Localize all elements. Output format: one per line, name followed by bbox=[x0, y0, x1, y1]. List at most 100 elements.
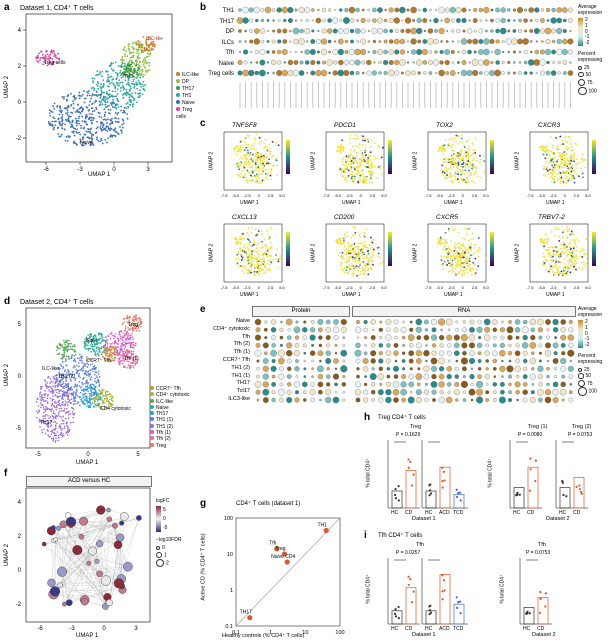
dot bbox=[406, 40, 410, 43]
dot bbox=[360, 38, 367, 45]
cell-point bbox=[67, 356, 70, 359]
dot bbox=[242, 69, 249, 77]
cell-point bbox=[341, 262, 344, 265]
dot bbox=[295, 19, 297, 22]
cell-point bbox=[43, 61, 46, 63]
cell-point bbox=[78, 91, 81, 94]
dot bbox=[316, 60, 321, 65]
cell-point bbox=[341, 170, 343, 173]
cell-point bbox=[449, 258, 452, 261]
cell-point bbox=[340, 240, 343, 242]
cell-point bbox=[554, 166, 556, 169]
dot bbox=[562, 28, 567, 34]
cell-point bbox=[453, 152, 455, 155]
dot bbox=[378, 60, 382, 65]
dot bbox=[404, 17, 412, 24]
cell-point bbox=[270, 246, 273, 249]
cell-point bbox=[97, 400, 99, 402]
cell-point bbox=[377, 145, 380, 147]
cell-point bbox=[444, 239, 447, 241]
cell-point bbox=[117, 105, 120, 108]
dot bbox=[393, 38, 400, 45]
cell-point bbox=[65, 379, 68, 381]
cell-point bbox=[59, 381, 62, 384]
cell-point bbox=[338, 252, 341, 254]
cell-point bbox=[364, 271, 366, 274]
row-label: TH17 bbox=[219, 18, 234, 25]
axis-label-y: UMAP 2 bbox=[412, 243, 419, 263]
cell-point bbox=[358, 253, 360, 256]
cell-point bbox=[114, 61, 117, 64]
cell-point bbox=[139, 60, 141, 63]
cell-point bbox=[44, 389, 46, 392]
gene-title: CXCR5 bbox=[436, 214, 459, 221]
cell-point bbox=[466, 154, 469, 156]
dot bbox=[356, 40, 359, 43]
cell-point bbox=[79, 376, 81, 379]
cell-point bbox=[122, 96, 125, 99]
cell-point bbox=[72, 408, 75, 410]
cell-point bbox=[60, 407, 63, 410]
dot bbox=[517, 38, 523, 45]
cell-point bbox=[583, 252, 586, 255]
cell-point bbox=[59, 425, 62, 428]
dot bbox=[259, 49, 266, 55]
cell-point bbox=[54, 382, 57, 385]
cell-point bbox=[141, 46, 143, 49]
cell-point bbox=[121, 61, 123, 63]
cell-point bbox=[247, 255, 250, 257]
cell-point bbox=[50, 424, 53, 426]
cell-point bbox=[40, 50, 43, 53]
cell-point bbox=[452, 163, 454, 166]
cell-point bbox=[67, 429, 70, 431]
cell-point bbox=[251, 160, 254, 162]
tick-label: -7.5 bbox=[221, 285, 229, 290]
cell-point bbox=[372, 248, 375, 251]
cell-point bbox=[108, 96, 111, 98]
dot bbox=[473, 50, 477, 54]
dot bbox=[355, 7, 360, 13]
dot bbox=[248, 69, 255, 77]
cell-point bbox=[72, 416, 74, 419]
cell-point bbox=[109, 402, 112, 405]
cell-point bbox=[93, 341, 95, 344]
cell-point bbox=[262, 154, 265, 157]
panel-title: Dataset 1, CD4⁺ T cells bbox=[20, 5, 94, 12]
cell-point bbox=[558, 256, 561, 259]
cell-point bbox=[91, 368, 94, 370]
cell-point bbox=[126, 101, 129, 104]
dot bbox=[471, 59, 479, 66]
cell-point bbox=[47, 426, 50, 428]
cell-point bbox=[81, 381, 83, 384]
cell-point bbox=[367, 170, 370, 173]
dot bbox=[461, 49, 467, 55]
cell-point bbox=[255, 247, 258, 250]
cell-point bbox=[454, 252, 457, 255]
cell-point bbox=[568, 259, 571, 261]
dot bbox=[544, 48, 552, 56]
dot bbox=[451, 29, 455, 33]
cell-point bbox=[580, 167, 582, 170]
cell-point bbox=[449, 261, 452, 264]
cell-point bbox=[546, 149, 549, 152]
cell-point bbox=[88, 341, 90, 344]
dot bbox=[545, 7, 551, 13]
cell-point bbox=[102, 408, 105, 411]
cell-point bbox=[357, 251, 360, 254]
dot bbox=[507, 29, 511, 33]
cell-point bbox=[130, 63, 132, 66]
cell-point bbox=[62, 373, 65, 376]
cell-point bbox=[557, 228, 560, 230]
cell-point bbox=[254, 139, 257, 141]
cell-point bbox=[581, 157, 583, 160]
cell-point bbox=[132, 75, 135, 78]
legend-b: Average expression 2 1 0 -1 -2 Percent expre… bbox=[578, 4, 614, 96]
cell-point bbox=[100, 92, 103, 95]
cell-point bbox=[253, 274, 256, 277]
colorbar bbox=[286, 232, 290, 266]
cell-point bbox=[477, 250, 480, 253]
axis-label-x: UMAP 1 bbox=[88, 172, 111, 178]
cell-point bbox=[136, 60, 139, 63]
cell-point bbox=[54, 386, 56, 388]
cell-point bbox=[350, 162, 353, 165]
